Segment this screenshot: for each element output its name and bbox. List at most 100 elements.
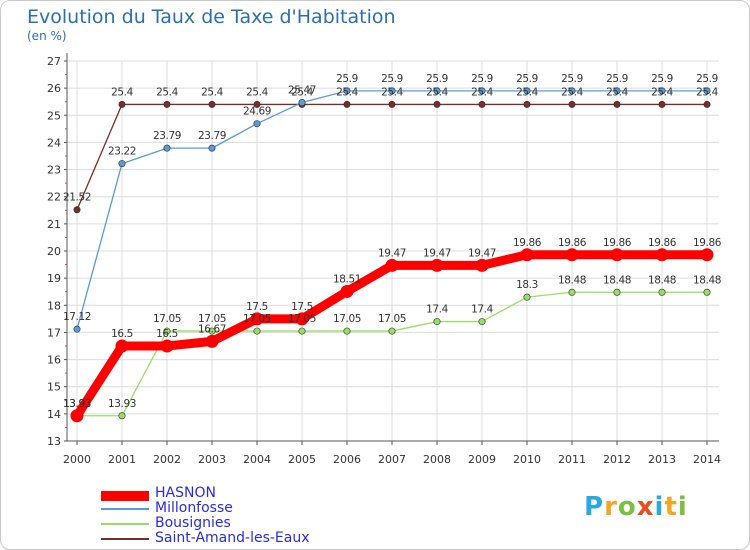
data-label-millonfosse: 23.79: [153, 130, 181, 142]
x-tick-label: 2010: [513, 453, 541, 466]
x-tick-label: 2013: [648, 453, 676, 466]
data-labels: 13.93 16.5 16.5 16.67 17.5 17.5 18.51 19.47 19.4…: [63, 73, 722, 410]
data-label-bousignies: 17.05: [378, 313, 406, 325]
data-label-hasnon: 18.51: [333, 273, 361, 285]
y-tick-label: 20: [47, 245, 61, 258]
y-axis-ticks: 13 14 15 16 17 18 19 20 21 22 23 24 25 26 27: [47, 55, 61, 448]
data-label-millonfosse: 25.9: [381, 73, 403, 85]
data-point-hasnon: [565, 248, 579, 262]
y-tick-label: 15: [47, 381, 61, 394]
x-tick-label: 2005: [288, 453, 316, 466]
data-label-saint-amand: 25.4: [651, 86, 673, 98]
data-label-millonfosse: 25.9: [426, 73, 448, 85]
data-point-bousignies: [163, 327, 171, 335]
logo-letter: r: [604, 492, 618, 522]
data-label-millonfosse: 17.12: [63, 311, 91, 323]
data-point-saint-amand: [433, 100, 441, 108]
data-point-saint-amand: [613, 100, 621, 108]
data-label-millonfosse: 25.9: [336, 73, 358, 85]
data-point-hasnon: [655, 248, 669, 262]
data-point-millonfosse: [658, 87, 666, 95]
data-point-millonfosse: [613, 87, 621, 95]
legend-swatch-saint-amand: [101, 538, 149, 540]
data-label-bousignies: 17.05: [153, 313, 181, 325]
x-tick-label: 2004: [243, 453, 271, 466]
data-point-bousignies: [703, 288, 711, 296]
data-label-saint-amand: 25.4: [381, 86, 403, 98]
data-point-saint-amand: [253, 100, 261, 108]
data-point-saint-amand: [208, 100, 216, 108]
data-point-hasnon: [430, 258, 444, 272]
x-tick-label: 2011: [558, 453, 586, 466]
logo-letter: t: [664, 492, 678, 522]
logo-letter: x: [636, 492, 655, 522]
data-label-bousignies: 18.48: [648, 274, 676, 286]
legend-swatch-hasnon: [101, 491, 149, 501]
y-tick-label: 24: [47, 136, 61, 149]
axes: [64, 53, 719, 445]
data-label-saint-amand: 25.4: [201, 86, 223, 98]
x-tick-label: 2001: [108, 453, 136, 466]
data-point-saint-amand: [703, 100, 711, 108]
data-label-bousignies: 18.3: [516, 279, 538, 291]
data-label-saint-amand: 25.4: [606, 86, 628, 98]
data-point-millonfosse: [253, 120, 261, 128]
data-point-millonfosse: [388, 87, 396, 95]
data-point-millonfosse: [343, 87, 351, 95]
y-tick-label: 18: [47, 299, 61, 312]
data-label-millonfosse: 25.9: [516, 73, 538, 85]
data-label-saint-amand: 25.4: [336, 86, 358, 98]
data-point-bousignies: [478, 318, 486, 326]
data-point-hasnon: [160, 339, 174, 353]
legend-label-saint-amand: Saint-Amand-les-Eaux: [155, 530, 310, 546]
data-point-hasnon: [295, 312, 309, 326]
legend-label-bousignies: Bousignies: [155, 515, 231, 531]
series-points: [70, 87, 714, 423]
data-point-millonfosse: [118, 160, 126, 168]
x-tick-label: 2006: [333, 453, 361, 466]
data-point-hasnon: [340, 284, 354, 298]
data-label-hasnon: 17.5: [291, 301, 313, 313]
legend-label-hasnon: HASNON: [155, 485, 216, 501]
y-tick-label: 17: [47, 326, 61, 339]
data-label-hasnon: 16.5: [111, 328, 133, 340]
data-label-hasnon: 19.86: [513, 237, 542, 249]
data-point-millonfosse: [568, 87, 576, 95]
data-point-millonfosse: [433, 87, 441, 95]
data-label-bousignies: 18.48: [603, 274, 631, 286]
x-tick-label: 2009: [468, 453, 496, 466]
y-tick-label: 27: [47, 55, 61, 68]
x-tick-label: 2002: [153, 453, 181, 466]
data-label-millonfosse: 25.9: [561, 73, 583, 85]
data-point-hasnon: [205, 334, 219, 348]
data-point-hasnon: [475, 258, 489, 272]
y-tick-label: 14: [47, 408, 61, 421]
logo-letter: i: [654, 492, 665, 522]
data-label-bousignies: 18.48: [693, 274, 721, 286]
data-point-saint-amand: [343, 100, 351, 108]
y-tick-label: 25: [47, 109, 61, 122]
x-tick-label: 2012: [603, 453, 631, 466]
data-label-hasnon: 19.47: [468, 247, 496, 259]
data-point-bousignies: [208, 327, 216, 335]
legend-swatch-bousignies: [101, 523, 149, 525]
data-point-bousignies: [118, 412, 126, 420]
data-point-millonfosse: [298, 99, 306, 107]
y-tick-label: 22: [47, 191, 61, 204]
unit-label: (en %): [27, 29, 67, 43]
data-label-saint-amand: 25.4: [561, 86, 583, 98]
data-point-saint-amand: [478, 100, 486, 108]
data-label-saint-amand: 25.4: [471, 86, 493, 98]
x-tick-label: 2008: [423, 453, 451, 466]
data-label-saint-amand: 25.4: [291, 86, 313, 98]
data-label-bousignies: 17.4: [426, 304, 448, 316]
legend-label-millonfosse: Millonfosse: [155, 500, 233, 516]
y-tick-label: 16: [47, 354, 61, 367]
data-point-bousignies: [613, 288, 621, 296]
data-point-saint-amand: [118, 100, 126, 108]
data-label-saint-amand: 25.4: [246, 86, 268, 98]
y-tick-label: 26: [47, 82, 61, 95]
data-label-saint-amand: 25.4: [156, 86, 178, 98]
data-point-millonfosse: [208, 144, 216, 152]
